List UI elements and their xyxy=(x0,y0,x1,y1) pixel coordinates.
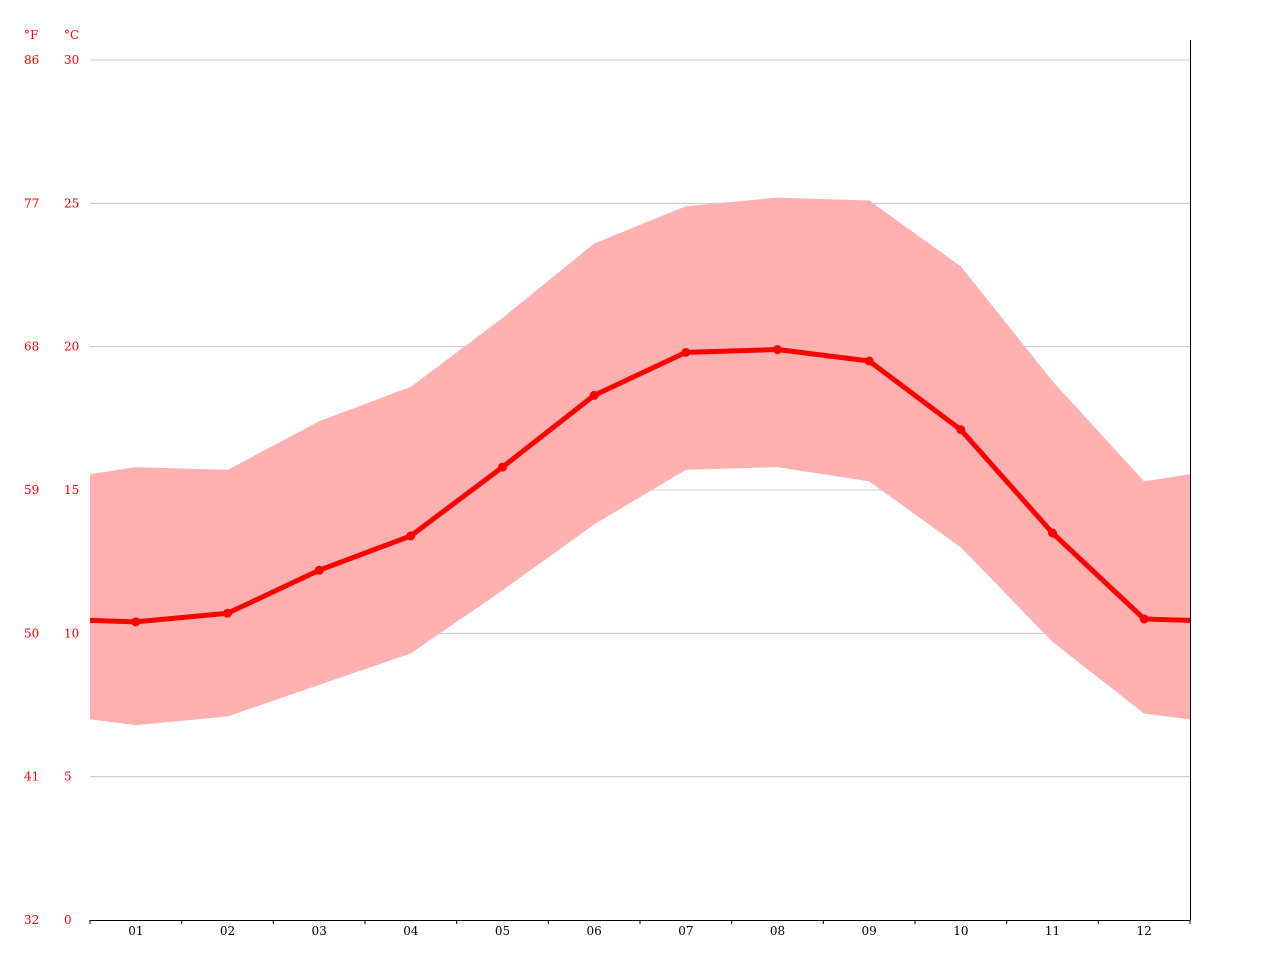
unit-label-fahrenheit: °F xyxy=(24,28,38,42)
data-point xyxy=(498,462,507,472)
y-tick-label-celsius: 25 xyxy=(64,196,79,210)
data-point xyxy=(773,345,782,355)
x-ticks xyxy=(89,920,1191,924)
y-tick-label-fahrenheit: 50 xyxy=(24,626,39,640)
month-label: 12 xyxy=(1137,924,1152,938)
data-point xyxy=(864,356,874,366)
data-point xyxy=(131,617,141,627)
month-label: 08 xyxy=(770,924,785,938)
data-point xyxy=(1139,614,1149,624)
month-label: 03 xyxy=(312,924,327,938)
y-tick-label-celsius: 5 xyxy=(64,770,72,784)
data-point xyxy=(956,425,966,435)
x-tick-labels: 01 02 03 04 05 06 07 08 09 10 11 12 xyxy=(128,924,1152,938)
month-label: 09 xyxy=(862,924,877,938)
y-tick-label-fahrenheit: 86 xyxy=(24,53,39,67)
y-tick-label-fahrenheit: 77 xyxy=(24,196,39,210)
month-label: 06 xyxy=(587,924,602,938)
data-point xyxy=(681,347,691,357)
data-point xyxy=(406,531,416,541)
data-point xyxy=(1048,528,1057,538)
y-tick-label-fahrenheit: 68 xyxy=(24,340,39,354)
y-tick-label-celsius: 15 xyxy=(64,483,79,497)
data-point xyxy=(314,565,324,575)
y-tick-label-fahrenheit: 32 xyxy=(24,913,39,927)
average-temperature-line xyxy=(89,347,1191,625)
temperature-range-band xyxy=(90,197,1190,726)
month-label: 04 xyxy=(403,924,419,938)
data-point xyxy=(589,390,599,400)
data-points xyxy=(131,345,1149,627)
month-label: 07 xyxy=(678,924,693,938)
month-label: 02 xyxy=(220,924,235,938)
y-tick-label-celsius: 10 xyxy=(64,626,79,640)
y-tick-label-celsius: 30 xyxy=(64,53,79,67)
month-label: 11 xyxy=(1045,924,1060,938)
y-tick-label-fahrenheit: 59 xyxy=(24,483,39,497)
y-tick-labels: °F °C 32 0 41 5 50 10 59 15 68 20 77 25 86 30 xyxy=(24,28,79,927)
data-point xyxy=(223,608,232,618)
unit-label-celsius: °C xyxy=(64,28,79,42)
y-tick-label-celsius: 20 xyxy=(64,340,79,354)
month-label: 10 xyxy=(953,924,968,938)
y-tick-label-fahrenheit: 41 xyxy=(24,770,39,784)
y-tick-label-celsius: 0 xyxy=(64,913,72,927)
month-label: 01 xyxy=(128,924,143,938)
month-label: 05 xyxy=(495,924,510,938)
